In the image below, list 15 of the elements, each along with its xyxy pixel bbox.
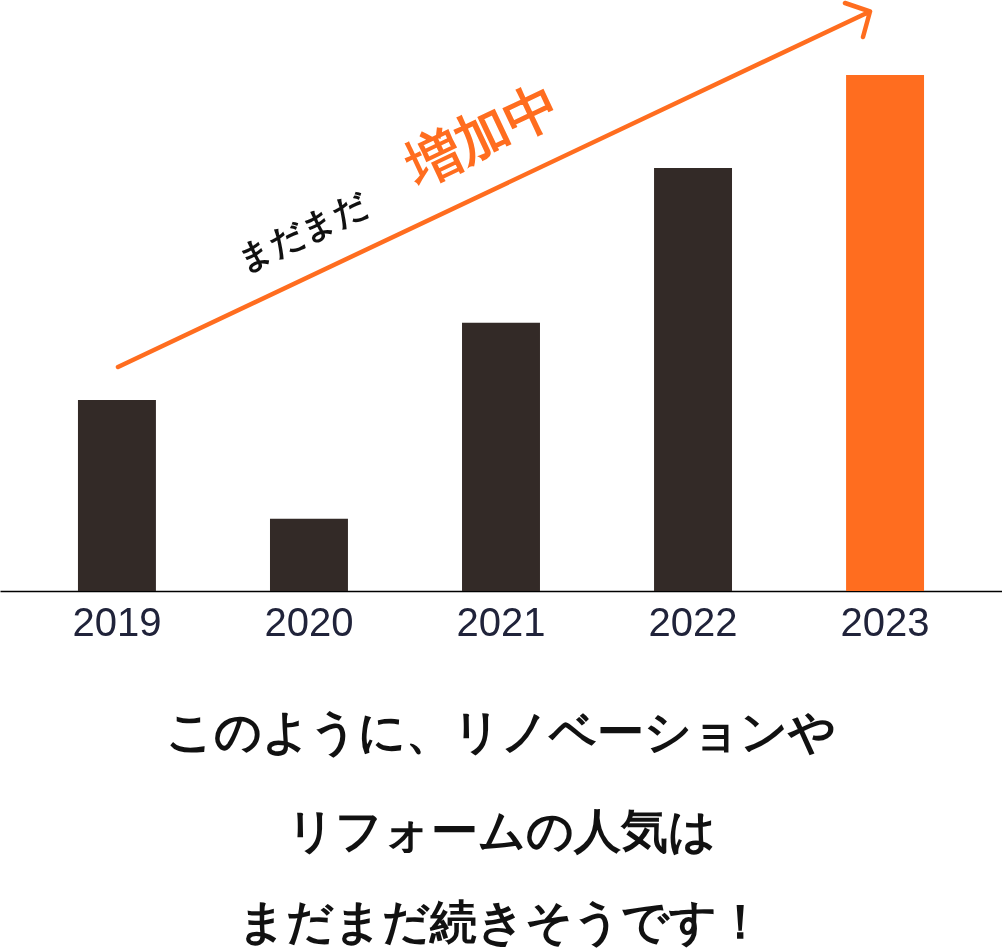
text: このように、リノベーションや bbox=[166, 704, 836, 759]
text: まだまだ続きそうです！ bbox=[238, 894, 764, 949]
annotation: まだまだ bbox=[230, 183, 374, 280]
text: リフォームの人気は bbox=[286, 803, 716, 858]
x-tick-label: 2022 bbox=[648, 599, 738, 644]
x-tick-label: 2023 bbox=[840, 599, 930, 644]
annotation: 増加中 bbox=[394, 71, 570, 199]
bar bbox=[654, 167, 733, 591]
bar bbox=[77, 400, 156, 591]
x-tick-label: 2020 bbox=[264, 599, 354, 644]
x-tick-label: 2021 bbox=[456, 599, 546, 644]
x-tick-label: 2019 bbox=[72, 599, 162, 644]
bar bbox=[846, 75, 925, 591]
bar bbox=[269, 518, 348, 591]
bar bbox=[462, 322, 540, 591]
